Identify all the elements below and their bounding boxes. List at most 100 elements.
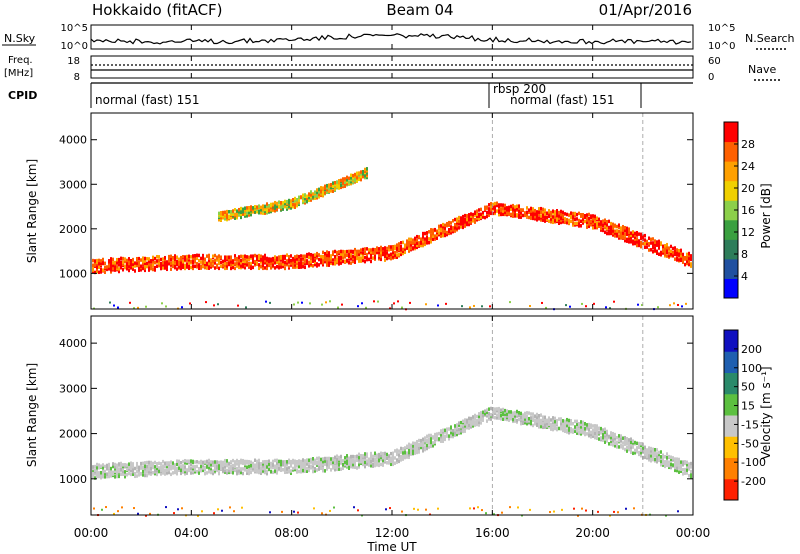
echo-cell bbox=[132, 467, 134, 472]
echo-cell bbox=[184, 263, 186, 268]
echo-cell bbox=[264, 470, 266, 475]
echo-cell bbox=[414, 441, 416, 446]
echo-cell bbox=[280, 468, 282, 472]
echo-cell bbox=[320, 254, 322, 259]
echo-cell bbox=[198, 258, 200, 263]
echo-cell bbox=[314, 262, 316, 267]
echo-cell bbox=[258, 263, 260, 267]
echo-cell bbox=[358, 459, 360, 464]
echo-cell bbox=[282, 201, 284, 205]
echo-cell bbox=[418, 450, 420, 454]
echo-cell bbox=[318, 263, 320, 267]
echo-cell bbox=[566, 423, 568, 428]
echo-cell bbox=[370, 454, 372, 459]
echo-cell bbox=[408, 453, 410, 457]
echo-cell bbox=[322, 192, 324, 196]
echo-cell bbox=[110, 472, 112, 476]
echo-cell bbox=[204, 257, 206, 261]
echo-cell bbox=[472, 417, 474, 421]
echo-cell bbox=[310, 255, 312, 259]
echo-cell bbox=[106, 472, 108, 476]
echo-cell bbox=[644, 455, 646, 460]
echo-cell bbox=[622, 224, 624, 229]
echo-cell bbox=[194, 264, 196, 269]
echo-cell bbox=[329, 509, 331, 512]
echo-cell bbox=[376, 455, 378, 460]
echo-cell bbox=[240, 470, 242, 475]
echo-cell bbox=[504, 208, 506, 212]
echo-cell bbox=[206, 254, 208, 258]
echo-cell bbox=[306, 458, 308, 462]
echo-cell bbox=[324, 184, 326, 189]
echo-cell bbox=[188, 258, 190, 262]
echo-cell bbox=[158, 261, 160, 265]
echo-cell bbox=[296, 201, 298, 205]
echo-cell bbox=[281, 510, 283, 513]
echo-cell bbox=[501, 511, 503, 514]
echo-cell bbox=[296, 265, 298, 269]
echo-cell bbox=[394, 244, 396, 249]
echo-cell bbox=[94, 464, 96, 469]
freq-label: Freq. bbox=[8, 55, 33, 66]
echo-cell bbox=[178, 259, 180, 263]
echo-cell bbox=[130, 464, 132, 468]
echo-cell bbox=[326, 187, 328, 192]
echo-cell bbox=[478, 208, 480, 212]
echo-cell bbox=[256, 459, 258, 464]
echo-cell bbox=[264, 464, 266, 469]
echo-cell bbox=[274, 458, 276, 463]
echo-cell bbox=[676, 250, 678, 254]
echo-cell bbox=[92, 268, 94, 272]
echo-cell bbox=[493, 513, 495, 516]
echo-cell bbox=[296, 459, 298, 464]
echo-cell bbox=[432, 231, 434, 236]
echo-cell bbox=[406, 453, 408, 457]
echo-cell bbox=[282, 264, 284, 269]
echo-cell bbox=[674, 457, 676, 461]
echo-cell bbox=[430, 433, 432, 438]
echo-cell bbox=[580, 428, 582, 433]
echo-cell bbox=[294, 259, 296, 264]
echo-cell bbox=[412, 446, 414, 450]
echo-cell bbox=[124, 264, 126, 268]
echo-cell bbox=[632, 239, 634, 243]
echo-cell bbox=[134, 261, 136, 265]
echo-cell bbox=[364, 169, 366, 174]
echo-cell bbox=[686, 460, 688, 465]
echo-cell bbox=[552, 215, 554, 219]
echo-cell bbox=[544, 219, 546, 223]
echo-cell bbox=[534, 212, 536, 216]
echo-cell bbox=[126, 267, 128, 271]
echo-cell bbox=[488, 407, 490, 411]
echo-cell bbox=[174, 257, 176, 261]
echo-cell bbox=[461, 305, 463, 308]
echo-cell bbox=[104, 261, 106, 266]
echo-cell bbox=[542, 209, 544, 214]
echo-cell bbox=[520, 418, 522, 423]
echo-cell bbox=[600, 426, 602, 431]
echo-cell bbox=[132, 257, 134, 262]
echo-cell bbox=[102, 468, 104, 473]
echo-cell bbox=[228, 258, 230, 262]
echo-cell bbox=[410, 443, 412, 448]
echo-cell bbox=[166, 468, 168, 473]
echo-cell bbox=[590, 223, 592, 227]
echo-cell bbox=[162, 466, 164, 471]
echo-cell bbox=[650, 449, 652, 453]
echo-cell bbox=[512, 411, 514, 415]
echo-cell bbox=[264, 261, 266, 265]
echo-cell bbox=[536, 212, 538, 216]
echo-cell bbox=[684, 255, 686, 260]
echo-cell bbox=[120, 472, 122, 476]
echo-cell bbox=[361, 302, 363, 305]
echo-cell bbox=[208, 258, 210, 263]
echo-cell bbox=[440, 224, 442, 228]
echo-cell bbox=[142, 259, 144, 264]
echo-cell bbox=[278, 259, 280, 263]
echo-cell bbox=[168, 470, 170, 474]
echo-cell bbox=[468, 222, 470, 227]
echo-cell bbox=[484, 207, 486, 211]
echo-cell bbox=[266, 263, 268, 267]
echo-cell bbox=[356, 176, 358, 180]
echo-cell bbox=[686, 462, 688, 467]
